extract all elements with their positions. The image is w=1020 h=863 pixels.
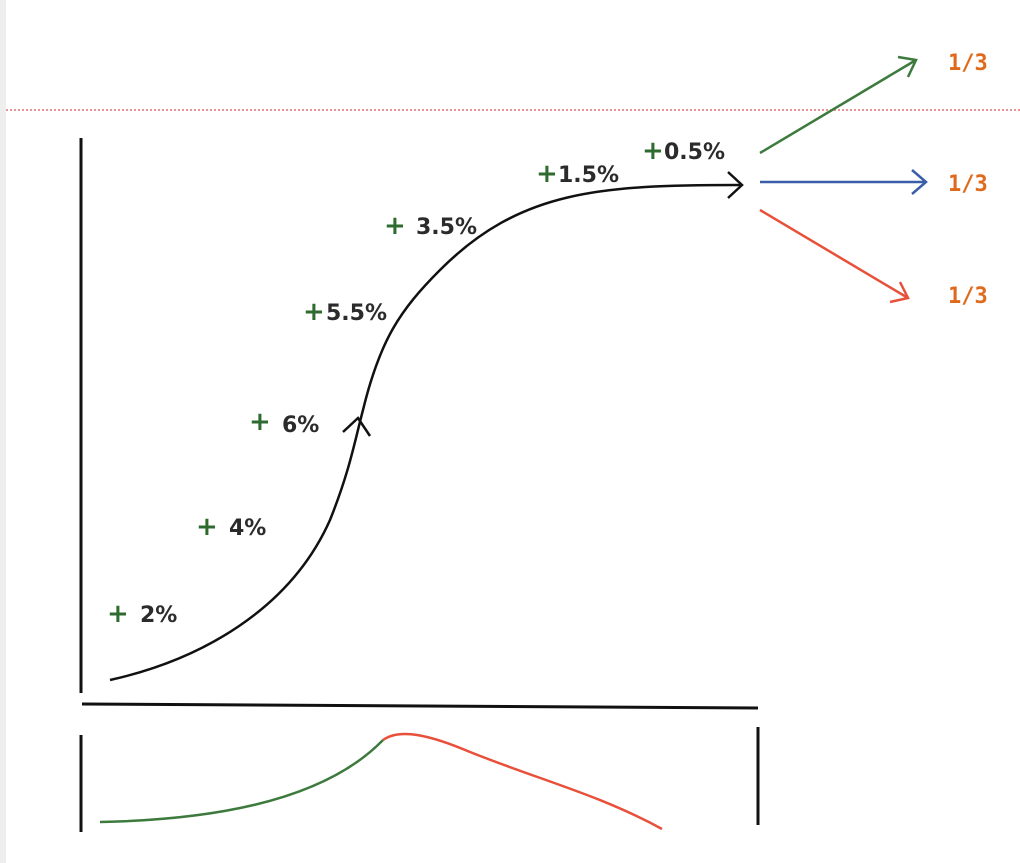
outcome-down: 1/3	[759, 208, 988, 309]
growth-value: 3.5%	[416, 215, 477, 240]
arrow-down-right-head	[889, 281, 910, 304]
arrow-right-head	[911, 169, 928, 195]
growth-label-4: + 5.5%	[303, 297, 387, 327]
s-growth-curve	[109, 183, 741, 682]
arrow-up-right-head	[897, 55, 918, 78]
plus-sign-icon: +	[303, 297, 325, 327]
growth-rate-rise-curve	[99, 739, 384, 824]
plus-sign-icon: +	[642, 136, 664, 166]
growth-value: 6%	[282, 413, 319, 438]
outcome-fraction-label: 1/3	[948, 51, 988, 76]
growth-value: 4%	[229, 516, 266, 541]
growth-value: 0.5%	[664, 140, 725, 165]
x-axis	[81, 702, 759, 710]
growth-value: 2%	[140, 603, 177, 628]
growth-label-6: + 1.5%	[536, 159, 619, 189]
growth-label-2: + 4%	[196, 512, 266, 542]
curve-end-arrowhead	[727, 171, 744, 199]
arrow-up-right-icon	[759, 58, 917, 155]
outcome-flat: 1/3	[760, 169, 988, 197]
outcome-up: 1/3	[759, 51, 988, 155]
plus-sign-icon: +	[249, 407, 271, 437]
growth-label-5: + 3.5%	[384, 211, 477, 241]
growth-rate-fall-curve	[382, 732, 663, 831]
plus-sign-icon: +	[536, 159, 558, 189]
growth-label-3: + 6%	[249, 407, 319, 438]
outcome-fraction-label: 1/3	[948, 284, 988, 309]
curve-inflection-arrowhead	[342, 416, 372, 437]
left-border-strip	[0, 0, 6, 863]
plus-sign-icon: +	[384, 211, 406, 241]
plus-sign-icon: +	[107, 599, 129, 629]
arrow-down-right-icon	[759, 208, 909, 300]
growth-value: 5.5%	[326, 301, 387, 326]
outcome-fraction-label: 1/3	[948, 172, 988, 197]
growth-label-7: + 0.5%	[642, 136, 725, 166]
growth-label-1: + 2%	[107, 599, 177, 629]
growth-value: 1.5%	[558, 163, 619, 188]
plus-sign-icon: +	[196, 512, 218, 542]
